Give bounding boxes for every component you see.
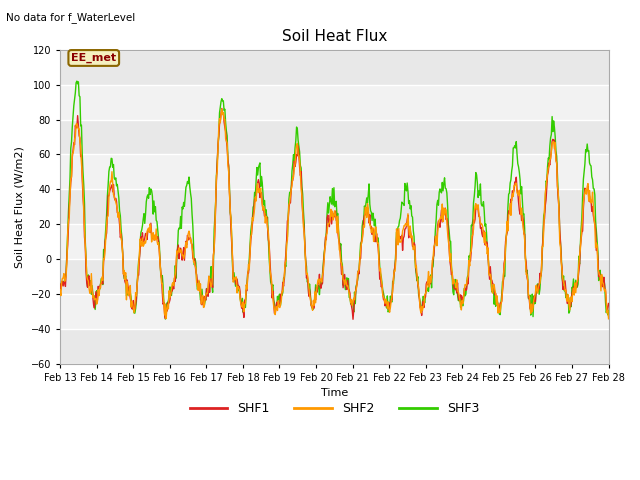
Y-axis label: Soil Heat Flux (W/m2): Soil Heat Flux (W/m2) <box>15 146 25 268</box>
Text: EE_met: EE_met <box>71 53 116 63</box>
X-axis label: Time: Time <box>321 388 348 398</box>
Bar <box>60 224 609 259</box>
Title: Soil Heat Flux: Soil Heat Flux <box>282 29 387 44</box>
Legend: SHF1, SHF2, SHF3: SHF1, SHF2, SHF3 <box>184 397 484 420</box>
Bar <box>60 155 609 189</box>
Text: No data for f_WaterLevel: No data for f_WaterLevel <box>6 12 136 23</box>
Bar <box>60 84 609 120</box>
Bar <box>60 294 609 329</box>
Bar <box>60 15 609 50</box>
